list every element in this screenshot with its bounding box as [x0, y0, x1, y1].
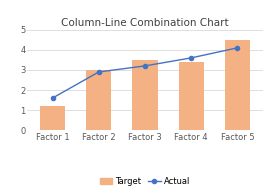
Title: Column-Line Combination Chart: Column-Line Combination Chart: [61, 18, 229, 28]
Bar: [132, 60, 158, 130]
Bar: [225, 40, 250, 130]
Legend: Target, Actual: Target, Actual: [100, 177, 190, 186]
Bar: [86, 70, 111, 130]
Bar: [179, 62, 204, 130]
Bar: [40, 106, 65, 130]
